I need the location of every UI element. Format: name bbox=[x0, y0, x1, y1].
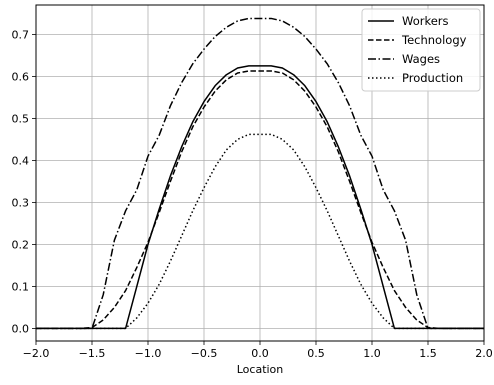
legend-label: Wages bbox=[402, 52, 440, 66]
x-tick-label: 1.5 bbox=[419, 347, 437, 360]
x-tick-label: 2.0 bbox=[475, 347, 493, 360]
y-tick-label: 0.4 bbox=[12, 154, 30, 167]
series-line-technology bbox=[36, 70, 484, 330]
x-tick-label: 0.5 bbox=[307, 347, 325, 360]
x-tick-label: 0.0 bbox=[251, 347, 269, 360]
y-tick-label: 0.7 bbox=[12, 28, 30, 41]
x-tick-label: 1.0 bbox=[363, 347, 381, 360]
series-lines bbox=[36, 17, 484, 330]
y-tick-label: 0.5 bbox=[12, 112, 30, 125]
legend-label: Technology bbox=[401, 33, 467, 47]
x-axis-label: Location bbox=[237, 363, 284, 376]
series-line-workers bbox=[36, 65, 484, 330]
x-tick-label: −0.5 bbox=[191, 347, 218, 360]
x-tick-label: −2.0 bbox=[23, 347, 50, 360]
y-tick-label: 0.1 bbox=[12, 280, 30, 293]
legend-box bbox=[361, 8, 481, 92]
grid bbox=[35, 5, 485, 341]
legend: Workers Technology Wages Production bbox=[361, 8, 481, 92]
axis-ticks: −2.0 −1.5 −1.0 −0.5 0.0 0.5 1.0 1.5 2.0 0.0 0.1 0.2… bbox=[12, 28, 493, 360]
y-tick-label: 0.2 bbox=[12, 238, 30, 251]
legend-label: Workers bbox=[402, 14, 449, 28]
series-line-wages bbox=[36, 17, 484, 330]
legend-label: Production bbox=[402, 71, 463, 85]
y-tick-label: 0.3 bbox=[12, 196, 30, 209]
x-tick-label: −1.5 bbox=[79, 347, 106, 360]
y-tick-label: 0.0 bbox=[12, 322, 30, 335]
y-tick-label: 0.6 bbox=[12, 70, 30, 83]
x-tick-label: −1.0 bbox=[135, 347, 162, 360]
